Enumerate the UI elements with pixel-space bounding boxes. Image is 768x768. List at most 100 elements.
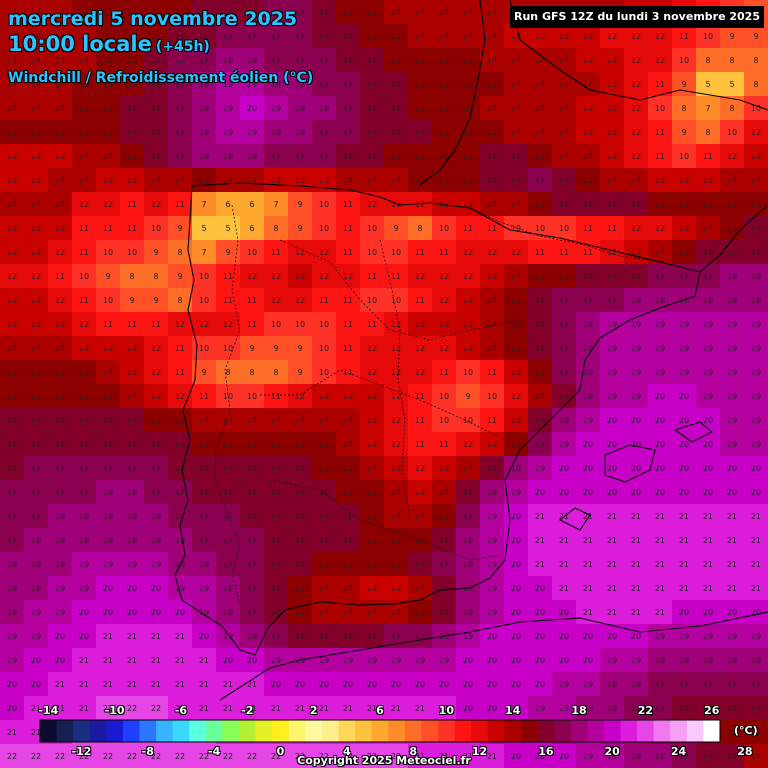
field-cell: [600, 24, 625, 49]
field-cell: [672, 216, 697, 241]
field-cell: [360, 144, 385, 169]
field-cell: [24, 192, 49, 217]
field-cell: [120, 168, 145, 193]
field-cell: [216, 72, 241, 97]
field-cell: [528, 192, 553, 217]
field-cell: [408, 120, 433, 145]
field-cell: [48, 24, 73, 49]
field-cell: [600, 120, 625, 145]
field-cell: [552, 264, 577, 289]
field-cell: [144, 48, 169, 73]
field-cell: [264, 48, 289, 73]
parameter-title: Windchill / Refroidissement éolien (°C): [8, 70, 314, 86]
field-cell: [168, 168, 193, 193]
field-cell: [48, 264, 73, 289]
field-cell: [648, 192, 673, 217]
field-cell: [696, 168, 721, 193]
field-cell: [48, 96, 73, 121]
field-cell: [360, 216, 385, 241]
field-cell: [360, 48, 385, 73]
field-cell: [192, 72, 217, 97]
region-border-a: [279, 239, 521, 341]
field-cell: [264, 0, 289, 25]
field-cell: [408, 216, 433, 241]
field-cell: [192, 216, 217, 241]
field-cell: [384, 144, 409, 169]
field-cell: [528, 24, 553, 49]
field-cell: [528, 48, 553, 73]
field-cell: [480, 192, 505, 217]
field-cell: [624, 264, 649, 289]
scale-label-top: 30: [763, 704, 768, 717]
field-cell: [24, 24, 49, 49]
field-cell: [696, 264, 721, 289]
field-cell: [384, 168, 409, 193]
field-cell: [360, 168, 385, 193]
field-cell: [504, 72, 529, 97]
field-cell: [360, 96, 385, 121]
north-africa-coast: [219, 611, 768, 701]
field-cell: [72, 72, 97, 97]
field-cell: [312, 24, 337, 49]
scale-label-top: 10: [438, 704, 454, 717]
field-cell: [744, 48, 768, 73]
field-cell: [720, 72, 745, 97]
field-cell: [216, 120, 241, 145]
field-cell: [192, 144, 217, 169]
field-cell: [744, 192, 768, 217]
field-cell: [120, 216, 145, 241]
field-cell: [216, 96, 241, 121]
field-cell: [648, 264, 673, 289]
field-cell: [552, 216, 577, 241]
field-cell: [0, 192, 25, 217]
field-cell: [192, 48, 217, 73]
field-cell: [744, 168, 768, 193]
field-cell: [408, 240, 433, 265]
field-cell: [288, 144, 313, 169]
field-cell: [240, 168, 265, 193]
field-cell: [288, 192, 313, 217]
field-cell: [624, 144, 649, 169]
field-cell: [264, 96, 289, 121]
field-cell: [720, 240, 745, 265]
field-cell: [552, 240, 577, 265]
field-cell: [96, 216, 121, 241]
field-cell: [288, 72, 313, 97]
field-cell: [288, 120, 313, 145]
field-cell: [648, 216, 673, 241]
field-cell: [624, 216, 649, 241]
field-cell: [504, 192, 529, 217]
field-cell: [0, 72, 25, 97]
field-cell: [456, 48, 481, 73]
field-cell: [336, 240, 361, 265]
field-cell: [480, 264, 505, 289]
field-cell: [168, 48, 193, 73]
field-cell: [624, 192, 649, 217]
field-cell: [600, 216, 625, 241]
field-cell: [648, 120, 673, 145]
field-cell: [504, 168, 529, 193]
field-cell: [624, 96, 649, 121]
field-cell: [240, 24, 265, 49]
field-cell: [408, 144, 433, 169]
field-cell: [408, 72, 433, 97]
field-cell: [456, 0, 481, 25]
field-cell: [552, 72, 577, 97]
field-cell: [624, 120, 649, 145]
field-cell: [336, 72, 361, 97]
field-cell: [648, 168, 673, 193]
field-cell: [312, 192, 337, 217]
field-cell: [336, 192, 361, 217]
field-cell: [624, 48, 649, 73]
field-cell: [432, 96, 457, 121]
field-cell: [576, 96, 601, 121]
field-cell: [480, 240, 505, 265]
balearic-ibiza: [559, 507, 591, 531]
field-cell: [24, 120, 49, 145]
field-cell: [48, 144, 73, 169]
field-cell: [408, 168, 433, 193]
field-cell: [744, 144, 768, 169]
field-cell: [72, 120, 97, 145]
field-cell: [552, 48, 577, 73]
